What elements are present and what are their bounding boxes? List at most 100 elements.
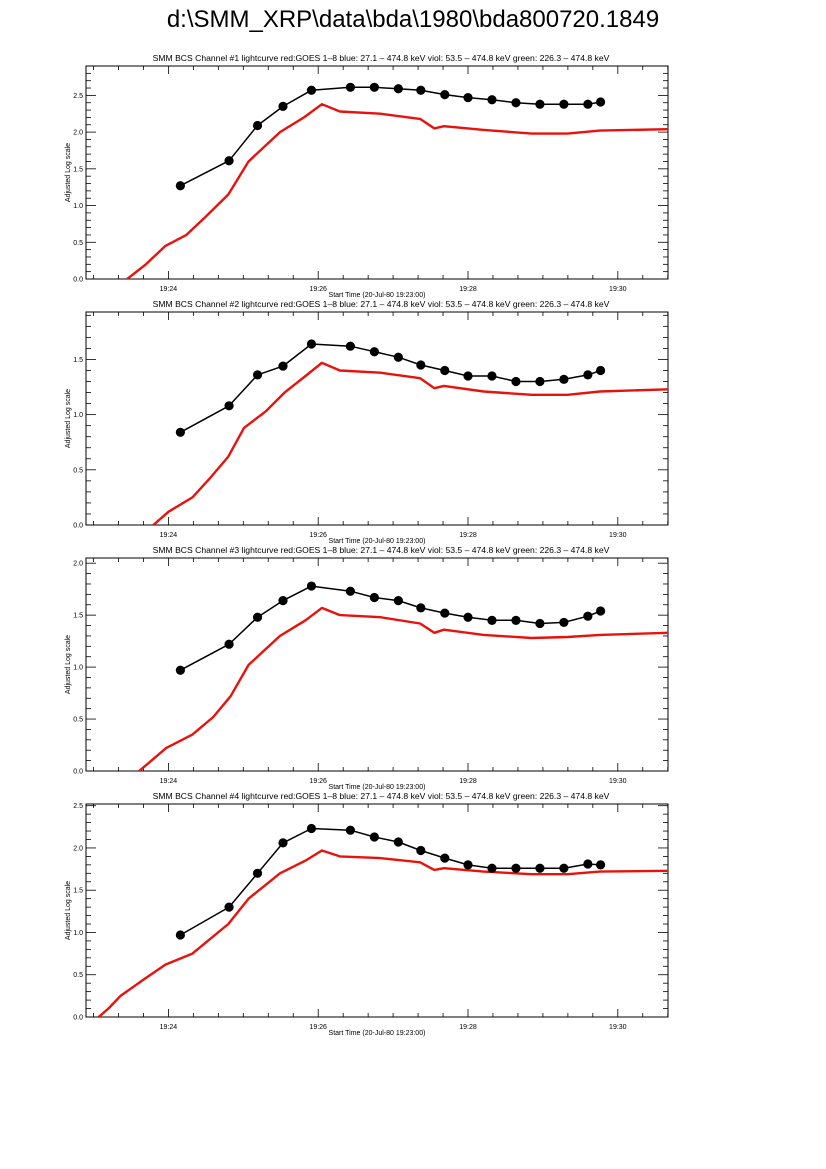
- x-tick-label: 19:28: [459, 778, 477, 785]
- bcs-data-point: [535, 618, 545, 629]
- y-tick-label: 1.5: [73, 166, 83, 173]
- panel-3: SMM BCS Channel #3 lightcurve red:GOES 1…: [65, 545, 669, 791]
- y-tick-label: 1.5: [73, 613, 83, 620]
- plot-frame: [85, 803, 669, 1018]
- bcs-data-point: [463, 92, 473, 103]
- y-axis-label: Adjusted Log scale: [65, 635, 72, 694]
- bcs-data-point: [595, 365, 606, 376]
- bcs-data-point: [306, 581, 317, 591]
- bcs-data-point: [440, 608, 450, 618]
- bcs-data-point: [487, 615, 497, 625]
- y-axis-label: Adjusted Log scale: [65, 389, 72, 448]
- bcs-data-point: [583, 370, 593, 380]
- bcs-data-point: [278, 838, 288, 848]
- x-tick-label: 19:26: [309, 532, 327, 539]
- bcs-data-point: [511, 863, 521, 873]
- x-tick-label: 19:30: [609, 532, 627, 539]
- x-tick-label: 19:24: [160, 532, 178, 539]
- bcs-data-point: [252, 120, 263, 131]
- bcs-series-line: [180, 827, 601, 936]
- bcs-data-point: [535, 376, 545, 387]
- x-tick-label: 19:30: [609, 778, 627, 785]
- y-tick-label: 0.0: [73, 769, 83, 776]
- panel-title: SMM BCS Channel #2 lightcurve red:GOES 1…: [153, 299, 610, 309]
- x-tick-label: 19:26: [309, 778, 327, 785]
- panel-2: SMM BCS Channel #2 lightcurve red:GOES 1…: [65, 299, 669, 545]
- y-tick-label: 2.5: [73, 93, 83, 100]
- y-tick-label: 1.0: [73, 203, 83, 210]
- bcs-data-point: [583, 99, 593, 109]
- goes-series-line: [138, 606, 668, 771]
- bcs-data-point: [595, 606, 606, 616]
- x-tick-label: 19:28: [459, 286, 477, 293]
- plot-frame: [85, 65, 669, 280]
- bcs-data-point: [224, 639, 234, 649]
- bcs-data-point: [278, 596, 288, 606]
- y-tick-label: 1.0: [73, 930, 83, 937]
- bcs-data-point: [224, 156, 234, 166]
- bcs-data-point: [224, 401, 234, 411]
- x-tick-label: 19:30: [609, 286, 627, 293]
- bcs-data-point: [345, 341, 356, 351]
- bcs-data-point: [393, 596, 403, 606]
- bcs-data-point: [559, 617, 569, 628]
- y-axis-label: Adjusted Log scale: [65, 143, 72, 202]
- bcs-data-point: [463, 371, 473, 381]
- bcs-data-point: [252, 612, 263, 622]
- panel-1: SMM BCS Channel #1 lightcurve red:GOES 1…: [65, 53, 669, 299]
- bcs-data-point: [369, 82, 379, 92]
- y-tick-label: 2.0: [73, 845, 83, 852]
- bcs-data-point: [306, 85, 317, 95]
- y-tick-label: 2.0: [73, 130, 83, 137]
- bcs-data-point: [252, 370, 263, 380]
- bcs-data-point: [583, 859, 593, 869]
- bcs-data-point: [511, 615, 521, 625]
- y-tick-label: 0.5: [73, 240, 83, 247]
- bcs-data-point: [535, 99, 545, 109]
- bcs-data-point: [345, 586, 356, 596]
- bcs-data-point: [440, 365, 450, 376]
- y-tick-label: 1.5: [73, 357, 83, 364]
- panel-4: SMM BCS Channel #4 lightcurve red:GOES 1…: [65, 791, 669, 1037]
- y-tick-label: 0.5: [73, 972, 83, 979]
- bcs-data-point: [463, 860, 473, 870]
- bcs-data-point: [463, 612, 473, 622]
- bcs-data-point: [487, 863, 497, 873]
- bcs-data-point: [487, 371, 497, 381]
- x-tick-label: 19:24: [160, 286, 178, 293]
- bcs-data-point: [369, 347, 379, 357]
- y-axis-label: Adjusted Log scale: [65, 881, 72, 940]
- bcs-data-point: [345, 82, 356, 92]
- plot-frame: [85, 557, 669, 772]
- bcs-data-point: [175, 930, 185, 940]
- bcs-data-point: [511, 98, 521, 108]
- x-tick-label: 19:28: [459, 1024, 477, 1031]
- bcs-data-point: [559, 374, 569, 384]
- x-axis-label: Start Time (20-Jul-80 19:23:00): [329, 784, 426, 791]
- page-title: d:\SMM_XRP\data\bda\1980\bda800720.1849: [166, 6, 660, 33]
- bcs-data-point: [369, 832, 379, 842]
- y-tick-label: 0.5: [73, 717, 83, 724]
- bcs-data-point: [535, 863, 545, 873]
- x-axis-label: Start Time (20-Jul-80 19:23:00): [329, 292, 426, 299]
- x-tick-label: 19:28: [459, 532, 477, 539]
- bcs-data-point: [345, 825, 356, 835]
- y-tick-label: 1.0: [73, 412, 83, 419]
- bcs-data-point: [416, 360, 426, 370]
- bcs-data-point: [252, 868, 263, 878]
- goes-series-line: [152, 361, 668, 525]
- x-axis-label: Start Time (20-Jul-80 19:23:00): [329, 1030, 426, 1037]
- bcs-data-point: [559, 863, 569, 873]
- x-tick-label: 19:24: [160, 1024, 178, 1031]
- bcs-data-point: [224, 902, 234, 912]
- panel-title: SMM BCS Channel #1 lightcurve red:GOES 1…: [153, 53, 610, 63]
- y-tick-label: 0.0: [73, 1015, 83, 1022]
- panel-title: SMM BCS Channel #3 lightcurve red:GOES 1…: [153, 545, 610, 555]
- bcs-data-point: [393, 352, 403, 362]
- panel-title: SMM BCS Channel #4 lightcurve red:GOES 1…: [153, 791, 610, 801]
- bcs-series-line: [180, 585, 601, 671]
- bcs-data-point: [440, 90, 450, 100]
- bcs-data-point: [416, 845, 426, 856]
- goes-series-line: [126, 102, 668, 279]
